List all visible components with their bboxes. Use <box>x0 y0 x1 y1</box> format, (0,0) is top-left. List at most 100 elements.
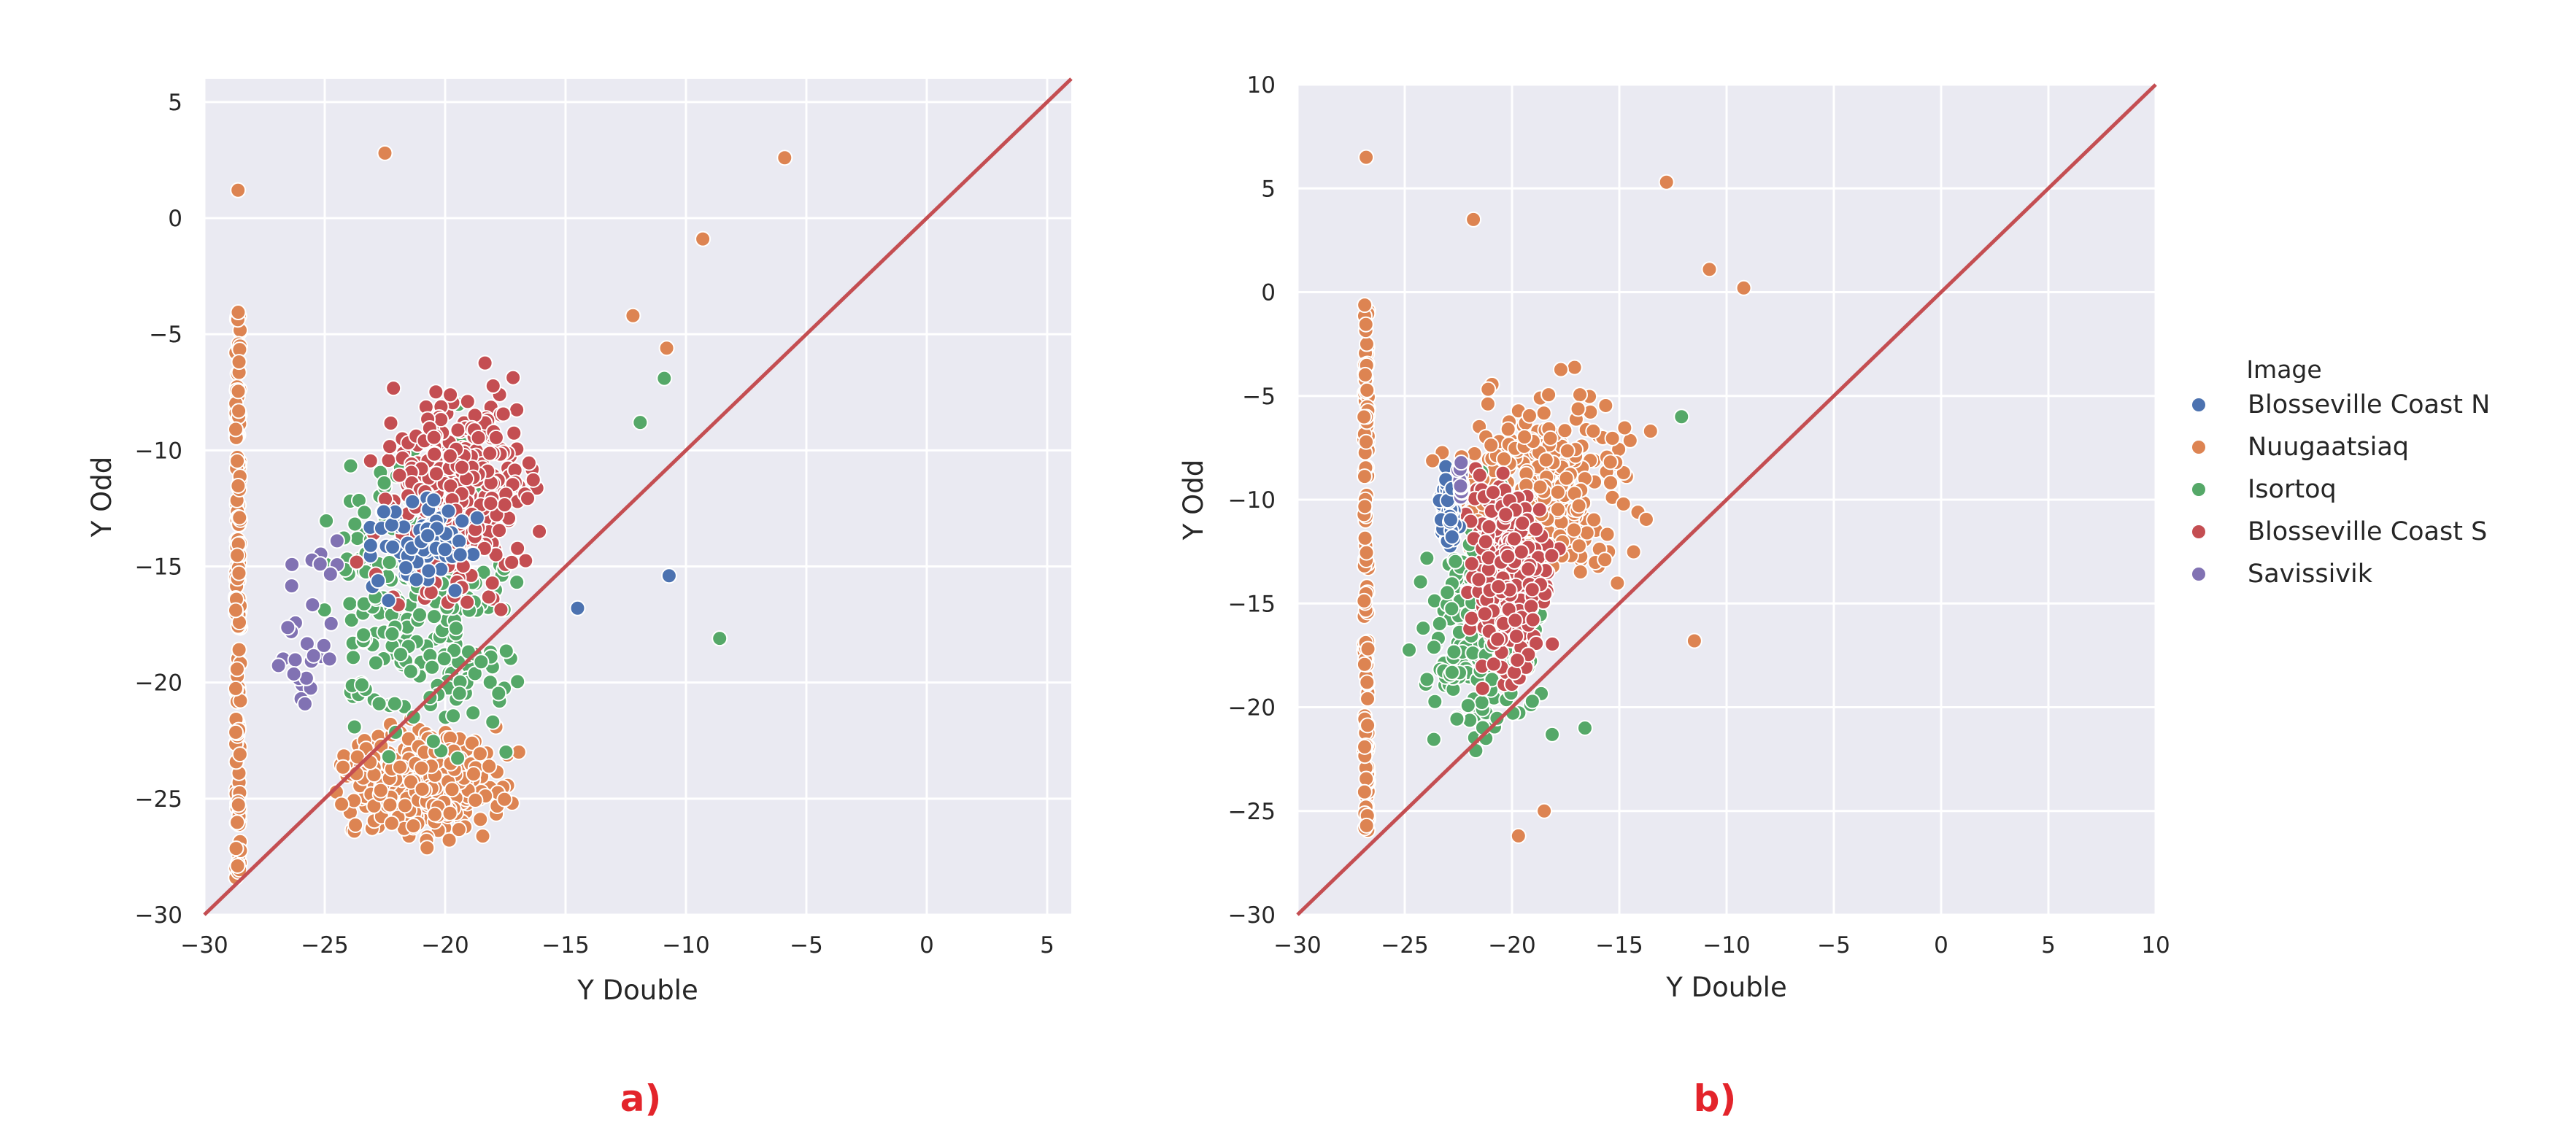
x-tick-label: −5 <box>790 932 823 959</box>
scatter-point <box>658 340 675 357</box>
scatter-point <box>1358 149 1375 166</box>
scatter-point <box>230 304 247 321</box>
scatter-point <box>425 608 442 625</box>
y-tick-label: −15 <box>135 554 182 581</box>
scatter-point <box>1500 548 1516 565</box>
scatter-point <box>1603 474 1619 491</box>
scatter-point <box>380 452 397 469</box>
scatter-point <box>1570 400 1586 417</box>
scatter-point <box>385 538 401 555</box>
scatter-point <box>441 448 458 465</box>
scatter-point <box>1602 454 1619 471</box>
scatter-point <box>355 627 372 643</box>
x-tick-label: −30 <box>1273 932 1321 959</box>
x-tick-label: −5 <box>1817 932 1851 959</box>
scatter-point <box>1427 693 1443 710</box>
y-tick-label: −20 <box>1228 695 1276 721</box>
scatter-point <box>1415 620 1432 637</box>
legend-title: Image <box>2246 355 2321 384</box>
scatter-point <box>1446 643 1462 660</box>
scatter-point <box>509 540 526 557</box>
scatter-point <box>656 370 673 387</box>
scatter-point <box>322 565 339 582</box>
scatter-point <box>1360 690 1376 707</box>
scatter-point <box>386 695 403 712</box>
scatter-point <box>1483 437 1500 454</box>
scatter-point <box>1357 738 1373 755</box>
scatter-point <box>1570 538 1587 554</box>
scatter-point <box>287 651 304 668</box>
scatter-point <box>1419 550 1435 567</box>
scatter-point <box>1535 405 1552 422</box>
scatter-point <box>444 781 460 798</box>
scatter-point <box>451 533 468 549</box>
scatter-point <box>1357 498 1373 515</box>
scatter-point <box>380 748 397 765</box>
scatter-point <box>383 815 400 832</box>
scatter-point <box>1572 387 1589 403</box>
scatter-point <box>1586 511 1603 528</box>
scatter-point <box>1523 598 1540 615</box>
scatter-point <box>428 384 444 400</box>
scatter-point <box>347 516 363 533</box>
scatter-point <box>1538 452 1554 468</box>
scatter-point <box>467 791 484 808</box>
scatter-point <box>1615 495 1632 512</box>
scatter-point <box>228 421 244 438</box>
scatter-point <box>495 406 512 422</box>
scatter-point <box>496 791 513 808</box>
scatter-point <box>420 527 436 544</box>
scatter-point <box>477 355 493 371</box>
scatter-point <box>1431 616 1448 632</box>
scatter-point <box>1524 581 1540 598</box>
scatter-point <box>1465 211 1482 228</box>
scatter-point <box>403 773 420 790</box>
scatter-point <box>229 452 246 469</box>
scatter-point <box>384 626 401 643</box>
scatter-point <box>383 516 400 533</box>
scatter-point <box>1485 656 1502 673</box>
scatter-point <box>380 592 397 609</box>
scatter-point <box>229 857 246 874</box>
scatter-point <box>1559 443 1576 460</box>
scatter-point <box>231 403 247 419</box>
scatter-point <box>356 504 373 521</box>
legend-marker <box>2191 439 2207 455</box>
scatter-point <box>1604 430 1621 446</box>
scatter-point <box>304 597 321 613</box>
ticks-b: −30 −25 −20 −15 −10 −5 0 5 10 −30 −25 −20 −15 −10 −5 0 5… <box>1228 72 2170 959</box>
legend-label: Blosseville Coast N <box>2248 390 2490 419</box>
x-tick-label: 5 <box>1040 932 1054 959</box>
scatter-point <box>1476 605 1493 622</box>
scatter-point <box>509 574 525 591</box>
scatter-point <box>228 724 244 740</box>
scatter-point <box>498 743 514 760</box>
y-tick-label: −15 <box>1228 591 1276 617</box>
scatter-point <box>509 673 526 690</box>
scatter-point <box>1524 611 1541 628</box>
x-tick-label: −15 <box>1595 932 1643 959</box>
legend-label: Savissivik <box>2248 560 2373 589</box>
scatter-point <box>450 750 466 767</box>
scatter-point <box>491 522 508 539</box>
scatter-point <box>1356 592 1373 609</box>
scatter-point <box>625 307 641 324</box>
scatter-point <box>420 562 437 579</box>
ticks-a: −30 −25 −20 −15 −10 −5 0 5 −30 −25 −20 −15 −10 −5 0 5 <box>135 90 1054 959</box>
scatter-point <box>349 530 366 547</box>
scatter-point <box>1509 652 1526 669</box>
scatter-point <box>1357 366 1373 383</box>
scatter-point <box>1489 710 1505 727</box>
scatter-point <box>480 589 497 605</box>
legend-label: Nuugaatsiaq <box>2248 433 2409 462</box>
y-tick-label: 5 <box>168 90 182 116</box>
scatter-point <box>1477 533 1494 550</box>
scatter-point <box>405 818 422 835</box>
scatter-point <box>1356 656 1373 673</box>
scatter-point <box>1578 524 1595 541</box>
scatter-point <box>229 547 246 564</box>
scatter-point <box>1544 726 1561 743</box>
scatter-point <box>569 600 586 616</box>
scatter-point <box>450 821 467 838</box>
scatter-point <box>482 495 499 512</box>
